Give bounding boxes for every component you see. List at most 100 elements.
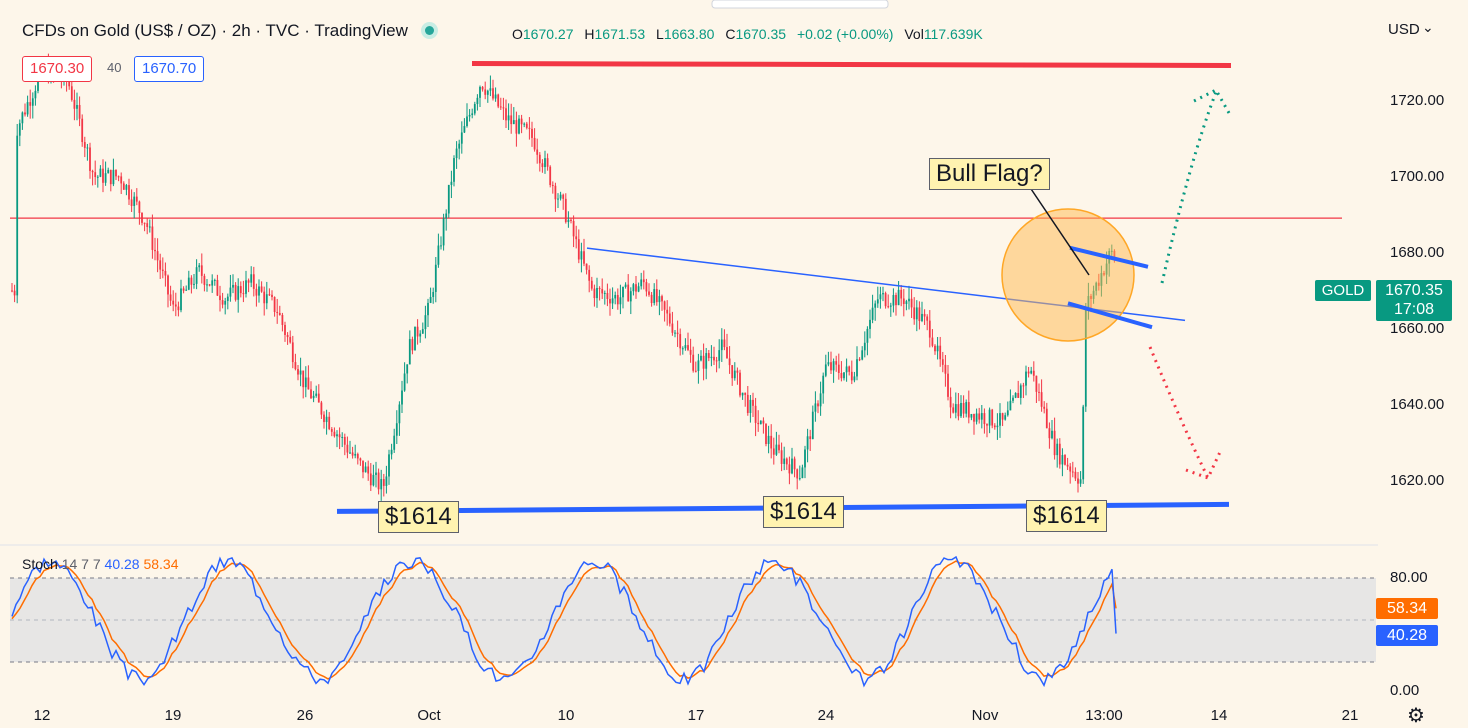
buy-price-button[interactable]: 1670.70 xyxy=(134,56,205,82)
candle-body xyxy=(263,291,266,304)
candle-body xyxy=(957,404,960,417)
candle-body xyxy=(364,466,367,473)
chevron-down-icon[interactable]: ⌄ xyxy=(1422,19,1434,35)
candle-body xyxy=(902,298,905,304)
toolbar-handle[interactable] xyxy=(711,0,889,9)
candle-body xyxy=(720,339,723,351)
last-price: 1670.35 xyxy=(1385,282,1443,299)
candle-body xyxy=(707,353,710,359)
header-sep-3: · xyxy=(304,21,310,40)
market-open-dot-icon xyxy=(424,26,434,36)
candle-body xyxy=(757,422,760,425)
candle-body xyxy=(973,414,975,422)
candle-body xyxy=(1009,400,1012,411)
candle-body xyxy=(1030,370,1033,374)
x-tick: 13:00 xyxy=(1085,707,1123,724)
candle-body xyxy=(258,286,260,296)
high-key: H xyxy=(584,26,595,42)
candle-body xyxy=(837,364,840,373)
candle-body xyxy=(671,323,674,333)
candle-body xyxy=(819,393,822,407)
candle-body xyxy=(1066,464,1069,467)
candle-body xyxy=(146,223,149,227)
interval-label[interactable]: 2h xyxy=(231,21,251,40)
candle-body xyxy=(401,390,403,405)
candle-body xyxy=(988,409,991,426)
stoch-legend[interactable]: Stoch 14 7 7 40.28 58.34 xyxy=(22,556,179,572)
candle-body xyxy=(190,277,193,285)
candle-body xyxy=(122,183,125,190)
candle-body xyxy=(260,286,263,292)
candle-body xyxy=(481,86,484,90)
candle-body xyxy=(655,289,658,303)
candle-body xyxy=(824,364,827,376)
candle-body xyxy=(315,393,318,396)
symbol-title[interactable]: CFDs on Gold (US$ / OZ) xyxy=(22,21,217,40)
candle-body xyxy=(512,120,515,125)
x-tick: 17 xyxy=(687,707,705,724)
candle-body xyxy=(1012,397,1014,401)
candle-body xyxy=(915,307,918,320)
candle-body xyxy=(302,370,305,388)
candle-body xyxy=(991,409,994,426)
candle-body xyxy=(554,185,557,200)
candle-body xyxy=(78,104,81,119)
candle-body xyxy=(338,434,341,438)
candle-body xyxy=(536,149,539,155)
candle-body xyxy=(801,467,804,479)
candle-body xyxy=(81,118,84,143)
candle-body xyxy=(390,449,393,455)
candle-body xyxy=(224,300,227,305)
candle-body xyxy=(674,332,676,334)
candle-body xyxy=(1082,406,1085,480)
candle-body xyxy=(858,359,861,361)
candle-body xyxy=(268,294,271,296)
stoch-d-value: 58.34 xyxy=(143,556,179,572)
candle-body xyxy=(310,389,312,399)
candle-body xyxy=(752,399,754,406)
support-label-3[interactable]: $1614 xyxy=(1026,500,1107,532)
candle-body xyxy=(531,128,533,138)
sell-price-button[interactable]: 1670.30 xyxy=(22,56,93,82)
candle-body xyxy=(783,458,786,464)
candle-body xyxy=(598,287,601,290)
candle-body xyxy=(167,275,169,295)
candle-body xyxy=(1069,466,1072,472)
candle-body xyxy=(762,420,765,424)
settings-gear-icon[interactable]: ⚙ xyxy=(1407,705,1425,727)
currency-selector[interactable]: USD xyxy=(1388,21,1420,38)
candle-body xyxy=(193,283,195,285)
candle-body xyxy=(99,168,102,177)
support-label-1[interactable]: $1614 xyxy=(378,501,459,533)
candle-body xyxy=(679,334,682,349)
candle-body xyxy=(453,158,455,182)
candle-body xyxy=(726,347,728,359)
candle-body xyxy=(557,198,559,200)
candle-body xyxy=(154,249,156,252)
candle-body xyxy=(830,362,832,371)
candle-body xyxy=(765,423,767,444)
candle-body xyxy=(1045,408,1048,429)
candle-body xyxy=(746,394,749,413)
candle-body xyxy=(382,479,385,486)
candle-body xyxy=(133,196,136,206)
candle-body xyxy=(575,236,578,240)
candle-body xyxy=(941,359,944,365)
low-key: L xyxy=(656,26,664,42)
bar-countdown: 17:08 xyxy=(1393,301,1435,318)
candle-body xyxy=(718,350,721,361)
support-label-2[interactable]: $1614 xyxy=(763,496,844,528)
candle-body xyxy=(70,86,73,100)
candle-body xyxy=(112,169,115,185)
header-sep-1: · xyxy=(221,21,228,40)
open-key: O xyxy=(512,26,523,42)
candle-body xyxy=(271,294,273,298)
candle-body xyxy=(213,280,216,282)
bull-flag-label[interactable]: Bull Flag? xyxy=(929,158,1050,190)
candle-body xyxy=(466,116,468,127)
candle-body xyxy=(1053,430,1056,456)
candle-body xyxy=(892,295,895,306)
candle-body xyxy=(226,296,229,301)
candle-body xyxy=(900,289,903,299)
